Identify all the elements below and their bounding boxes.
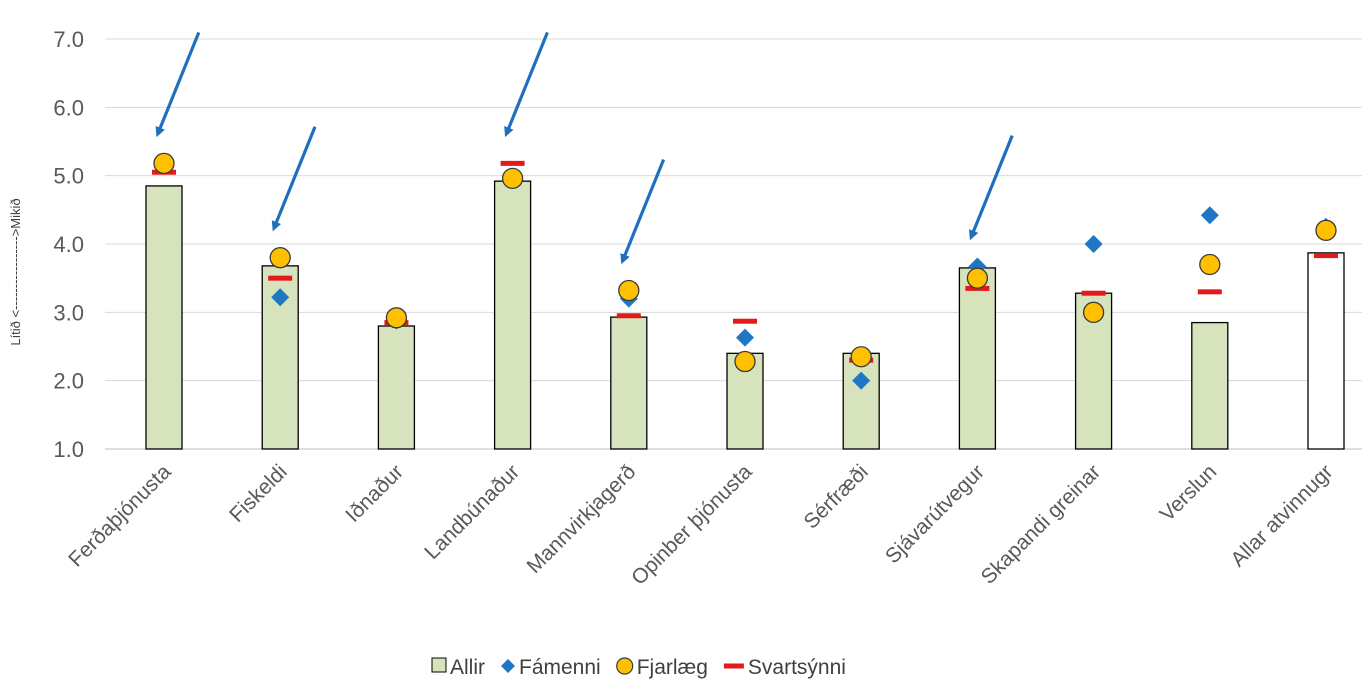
legend-label: Fámenni [519,656,601,679]
legend-swatch-allir [431,657,447,673]
y-tick-label: 4.0 [53,232,84,257]
fjarlaeg-marker [1199,253,1221,276]
fjarlaeg-marker [966,267,989,289]
famenni-marker [1200,206,1219,225]
legend: Allir Fámenni Fjarlæg Svartsýnni [431,656,846,679]
fjarlaeg-marker [385,307,408,329]
famenni-marker [1084,235,1103,253]
fjarlaeg-marker [850,346,872,368]
famenni-marker [852,371,871,390]
svartsynni-marker [268,275,293,281]
y-axis-ticks: 1.0 2.0 3.0 4.0 5.0 6.0 7.0 [53,27,84,462]
arrow-Sjávarútvegur [969,135,1014,241]
highlight-arrows [155,31,1014,265]
fjarlaeg-marker [153,152,175,175]
category-label: Ferðaþjónusta [64,460,175,571]
category-label: Sérfræði [800,460,873,533]
y-tick-label: 1.0 [53,437,84,462]
svartsynni-marker [1081,290,1106,296]
fjarlaeg-marker [618,279,640,302]
y-tick-label: 7.0 [53,27,84,52]
bar-Ferðaþjónusta [145,185,183,450]
y-tick-label: 6.0 [53,95,84,120]
legend-label: Allir [450,656,485,679]
svartsynni-marker [1314,253,1338,259]
arrow-Landbúnaður [504,31,549,138]
bar-Sérfræði [842,352,880,450]
fjarlaeg-marker [1082,301,1105,323]
y-axis-label: Lítið <----------------->Mikið [8,198,23,345]
famenni-marker [736,328,754,347]
bar-Sjávarútvegur [958,267,997,450]
category-label: Verslun [1156,460,1222,526]
category-label: Landbúnaður [420,460,524,564]
arrow-Mannvirkjagerð [620,158,666,265]
x-axis-categories: Ferðaþjónusta Fiskeldi Iðnaður LandbúnaðurM… [64,460,1337,590]
gridlines [105,38,1362,450]
bar-Allar atvinnugr [1307,252,1345,450]
bar-Landbúnaður [493,180,532,450]
category-label: Sjávarútvegur [881,460,989,568]
fjarlaeg-marker [501,167,524,190]
fjarlaeg-marker [269,247,291,269]
legend-label: Fjarlæg [637,656,708,679]
markers [152,152,1338,390]
arrow-Fiskeldi [271,126,317,232]
legend-swatch-famenni [501,659,515,673]
legend-swatch-svartsynni [723,663,744,669]
category-label: Skapandi greinar [977,460,1106,589]
svartsynni-marker [1197,289,1222,295]
y-tick-label: 2.0 [53,369,84,394]
bar-Iðnaður [377,325,416,450]
bar-Mannvirkjagerð [610,316,648,450]
category-label: Iðnaður [341,460,408,527]
legend-swatch-fjarlaeg [616,657,634,675]
category-label: Mannvirkjagerð [523,460,641,578]
famenni-marker [271,288,290,307]
y-tick-label: 3.0 [53,300,84,325]
category-label: Allar atvinnugr [1226,460,1337,571]
svartsynni-marker [500,160,525,166]
fjarlaeg-marker [1315,219,1337,241]
svartsynni-marker [616,313,641,319]
category-label: Fiskeldi [225,460,292,527]
bars [145,180,1345,450]
legend-label: Svartsýnni [748,656,846,679]
y-tick-label: 5.0 [53,164,84,189]
arrow-Ferðaþjónusta [155,31,201,138]
category-label: Opinber þjónusta [627,460,757,590]
bar-Verslun [1191,321,1229,450]
fjarlaeg-marker [734,350,756,373]
svartsynni-marker [733,318,757,324]
